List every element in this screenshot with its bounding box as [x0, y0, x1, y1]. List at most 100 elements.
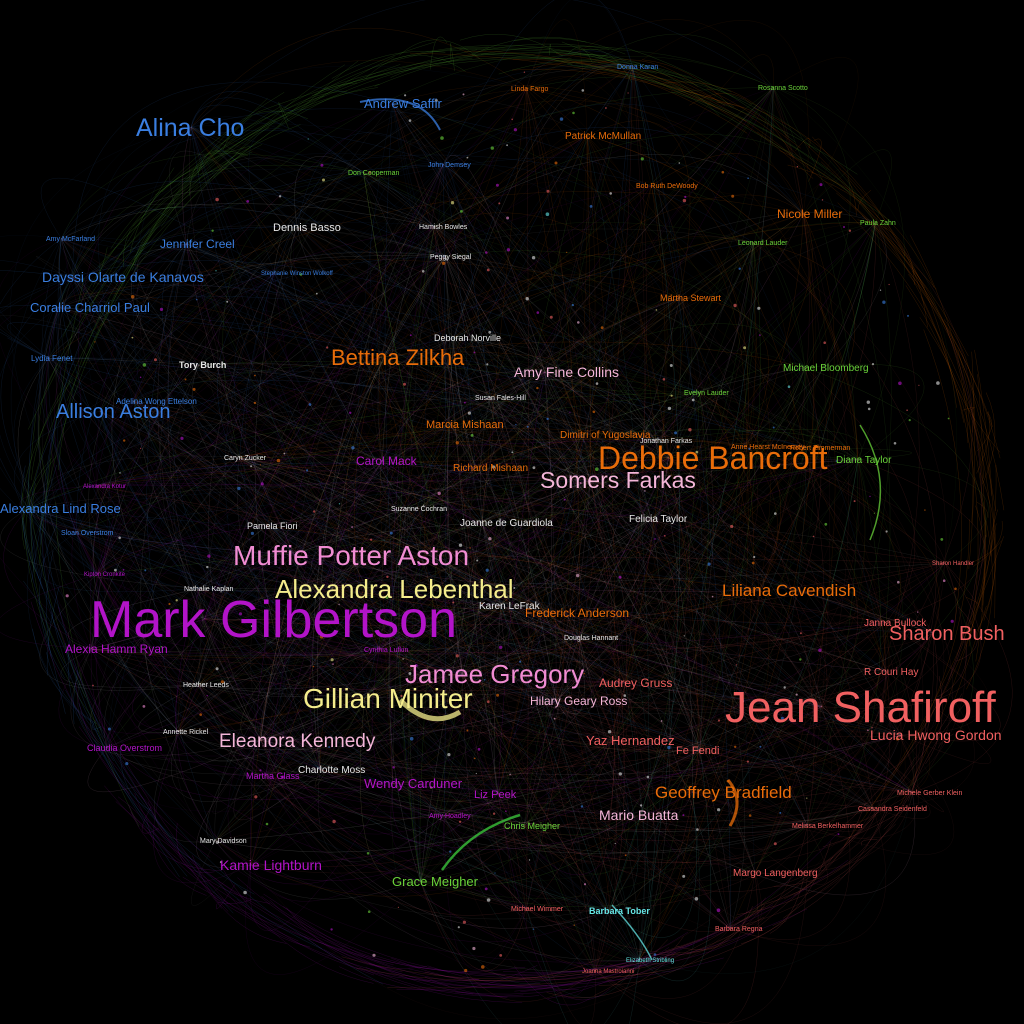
node-label-barbara-regna[interactable]: Barbara Regna [715, 926, 763, 933]
edge [803, 149, 892, 223]
node-label-mary-davidson[interactable]: Mary Davidson [200, 838, 247, 845]
node-label-mark-gilbertson[interactable]: Mark Gilbertson [90, 591, 457, 649]
node-label-felicia-taylor[interactable]: Felicia Taylor [629, 514, 688, 525]
node-label-kamie-lightburn[interactable]: Kamie Lightburn [220, 857, 322, 873]
node-label-tory-burch[interactable]: Tory Burch [179, 360, 226, 370]
node-label-rosanna-scotto[interactable]: Rosanna Scotto [758, 85, 808, 92]
node-label-anne-hearst-mcinerney[interactable]: Anne Hearst McInerney [731, 444, 805, 451]
node-label-charlotte-moss[interactable]: Charlotte Moss [298, 765, 365, 776]
edge [360, 698, 421, 885]
node-label-linda-fargo[interactable]: Linda Fargo [511, 86, 548, 93]
node-label-debbie-bancroft[interactable]: Debbie Bancroft [598, 440, 828, 476]
node-label-eleanora-kennedy[interactable]: Eleanora Kennedy [219, 731, 376, 752]
node-label-susan-fales-hill[interactable]: Susan Fales-Hill [475, 395, 526, 402]
node-label-r-couri-hay[interactable]: R Couri Hay [864, 667, 918, 678]
node-label-joanna-mastroianni[interactable]: Joanna Mastroianni [582, 969, 634, 975]
node-label-alexia-hamm-ryan[interactable]: Alexia Hamm Ryan [65, 642, 168, 656]
node-label-muffie-potter-aston[interactable]: Muffie Potter Aston [233, 540, 469, 571]
node-label-annette-rickel[interactable]: Annette Rickel [163, 729, 209, 736]
node-label-jean-shafiroff[interactable]: Jean Shafiroff [725, 683, 996, 732]
node-label-gillian-miniter[interactable]: Gillian Miniter [303, 683, 473, 714]
node-label-douglas-hannant[interactable]: Douglas Hannant [564, 635, 618, 642]
node-label-peggy-siegal[interactable]: Peggy Siegal [430, 254, 472, 261]
node-label-alina-cho[interactable]: Alina Cho [136, 114, 244, 142]
node-label-chris-meigher[interactable]: Chris Meigher [504, 821, 560, 831]
node-label-leonard-lauder[interactable]: Leonard Lauder [738, 240, 788, 247]
node-label-jonathan-farkas[interactable]: Jonathan Farkas [640, 438, 693, 445]
node-label-coralie-charriol-paul[interactable]: Coralie Charriol Paul [30, 300, 150, 315]
node-label-elizabeth-stribling[interactable]: Elizabeth Stribling [626, 958, 674, 964]
edge [58, 307, 463, 675]
node-label-carol-mack[interactable]: Carol Mack [356, 454, 418, 468]
node-label-diana-taylor[interactable]: Diana Taylor [836, 455, 892, 466]
node-label-geoffrey-bradfield[interactable]: Geoffrey Bradfield [655, 783, 792, 802]
node-label-somers-farkas[interactable]: Somers Farkas [540, 467, 696, 493]
node-label-jamee-gregory[interactable]: Jamee Gregory [405, 659, 584, 689]
node-label-hilary-geary-ross[interactable]: Hilary Geary Ross [530, 694, 627, 708]
node-label-barbara-tober[interactable]: Barbara Tober [589, 906, 650, 916]
node-label-allison-aston[interactable]: Allison Aston [56, 401, 171, 423]
node-label-michael-wimmer[interactable]: Michael Wimmer [511, 906, 564, 913]
node-label-alexandra-lebenthal[interactable]: Alexandra Lebenthal [275, 574, 514, 604]
node-label-dimitri-of-yugoslavia[interactable]: Dimitri of Yugoslavia [560, 430, 651, 441]
node-label-robert-zimmerman[interactable]: Robert Zimmerman [790, 445, 850, 452]
node-label-yaz-hernandez[interactable]: Yaz Hernandez [586, 733, 675, 748]
edge [250, 706, 822, 868]
node-label-stephanie-winston-wolkoff[interactable]: Stephanie Winston Wolkoff [261, 271, 333, 277]
node-label-joanne-de-guardiola[interactable]: Joanne de Guardiola [460, 518, 553, 529]
node-label-don-cooperman[interactable]: Don Cooperman [348, 170, 399, 177]
node-label-michael-bloomberg[interactable]: Michael Bloomberg [783, 363, 869, 374]
node-label-fe-fendi[interactable]: Fe Fendi [676, 745, 719, 757]
node-label-claudia-overstrom[interactable]: Claudia Overstrom [87, 743, 162, 753]
node-label-deborah-norville[interactable]: Deborah Norville [434, 333, 501, 343]
node-label-richard-mishaan[interactable]: Richard Mishaan [453, 463, 528, 474]
node-label-lucia-hwong-gordon[interactable]: Lucia Hwong Gordon [870, 727, 1002, 743]
node-label-sharon-handler[interactable]: Sharon Handler [932, 561, 974, 567]
node-label-karen-lefrak[interactable]: Karen LeFrak [479, 601, 541, 612]
node-label-jennifer-creel[interactable]: Jennifer Creel [160, 237, 235, 251]
node-label-sloan-overstrom[interactable]: Sloan Overstrom [61, 530, 114, 537]
node-label-michele-gerber-klein[interactable]: Michele Gerber Klein [897, 790, 962, 797]
node-label-nicole-miller[interactable]: Nicole Miller [777, 207, 842, 221]
node-label-paula-zahn[interactable]: Paula Zahn [860, 220, 896, 227]
node-label-martha-stewart[interactable]: Martha Stewart [660, 293, 722, 303]
node-label-liz-peek[interactable]: Liz Peek [474, 789, 517, 801]
node-label-john-demsey[interactable]: John Demsey [428, 162, 471, 169]
node-label-frederick-anderson[interactable]: Frederick Anderson [525, 606, 629, 620]
node-label-dennis-basso[interactable]: Dennis Basso [273, 222, 341, 234]
node-label-janna-bullock[interactable]: Janna Bullock [864, 618, 927, 629]
node-label-bob-ruth-dewoody[interactable]: Bob Ruth DeWoody [636, 183, 698, 190]
node-label-nathalie-kaplan[interactable]: Nathalie Kaplan [184, 586, 234, 593]
node-label-cassandra-seidenfeld[interactable]: Cassandra Seidenfeld [858, 806, 927, 813]
node-label-bettina-zilkha[interactable]: Bettina Zilkha [331, 345, 465, 370]
node-label-caryn-zucker[interactable]: Caryn Zucker [224, 455, 267, 462]
node-label-marcia-mishaan[interactable]: Marcia Mishaan [426, 419, 504, 431]
node-label-lydia-fenet[interactable]: Lydia Fenet [31, 354, 73, 363]
node-label-dayssi-olarte-de-kanavos[interactable]: Dayssi Olarte de Kanavos [42, 269, 204, 285]
node-label-heather-leeds[interactable]: Heather Leeds [183, 682, 229, 689]
node-label-kipton-cronkite[interactable]: Kipton Cronkite [84, 572, 126, 578]
node-label-hamish-bowles[interactable]: Hamish Bowles [419, 224, 468, 231]
node-label-margo-langenberg[interactable]: Margo Langenberg [733, 868, 818, 879]
node-label-sharon-bush[interactable]: Sharon Bush [889, 623, 1005, 645]
node-label-audrey-gruss[interactable]: Audrey Gruss [599, 676, 672, 690]
node-label-martha-glass[interactable]: Martha Glass [246, 771, 300, 781]
node-label-melissa-berkelhammer[interactable]: Melissa Berkelhammer [792, 823, 864, 830]
node-label-pamela-fiori[interactable]: Pamela Fiori [247, 521, 298, 531]
node-label-cynthia-lufkin[interactable]: Cynthia Lufkin [364, 647, 408, 654]
node-label-amy-mcfarland[interactable]: Amy McFarland [46, 236, 95, 243]
node-label-donna-karan[interactable]: Donna Karan [617, 64, 658, 71]
node-label-liliana-cavendish[interactable]: Liliana Cavendish [722, 581, 856, 600]
node-label-grace-meigher[interactable]: Grace Meigher [392, 874, 479, 889]
node-label-patrick-mcmullan[interactable]: Patrick McMullan [565, 131, 641, 142]
node-label-amy-hoadley[interactable]: Amy Hoadley [429, 813, 471, 820]
node-label-suzanne-cochran[interactable]: Suzanne Cochran [391, 506, 447, 513]
node-label-alexandra-kotur[interactable]: Alexandra Kotur [83, 484, 126, 490]
node-label-mario-buatta[interactable]: Mario Buatta [599, 807, 679, 823]
node-label-adelina-wong-ettelson[interactable]: Adelina Wong Ettelson [116, 397, 197, 406]
node-label-evelyn-lauder[interactable]: Evelyn Lauder [684, 390, 729, 397]
node-label-wendy-carduner[interactable]: Wendy Carduner [364, 776, 463, 791]
node-label-alexandra-lind-rose[interactable]: Alexandra Lind Rose [0, 501, 121, 516]
node-label-amy-fine-collins[interactable]: Amy Fine Collins [514, 364, 619, 380]
node-label-andrew-saffir[interactable]: Andrew Saffir [364, 96, 442, 111]
